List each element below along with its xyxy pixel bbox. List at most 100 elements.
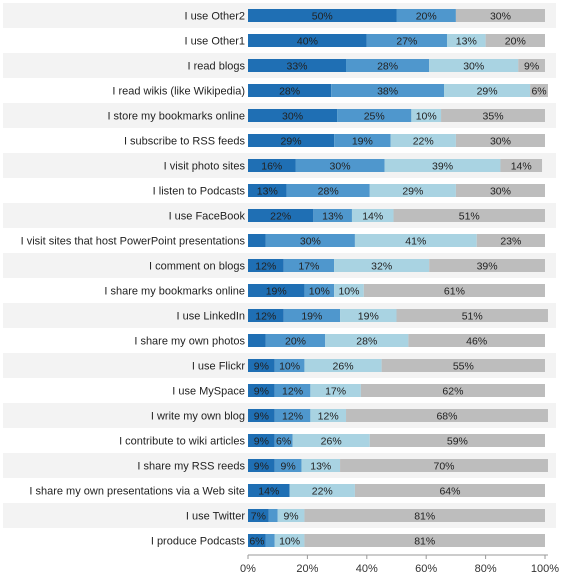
x-axis: 0% 20% 40% 60% 80% 100% bbox=[240, 554, 559, 575]
bar-segment bbox=[354, 484, 545, 497]
data-label: 29% bbox=[402, 186, 423, 198]
bar-segment bbox=[295, 159, 385, 172]
bar-segment bbox=[248, 59, 347, 72]
data-label: 9% bbox=[281, 461, 296, 473]
data-label: 12% bbox=[318, 411, 339, 423]
data-label: 9% bbox=[254, 361, 269, 373]
bar-segment bbox=[248, 159, 296, 172]
data-label: 19% bbox=[301, 311, 322, 323]
bar-segment bbox=[248, 209, 314, 222]
bar-segment bbox=[248, 459, 275, 472]
bar-segment bbox=[363, 284, 545, 297]
data-label: 26% bbox=[333, 361, 354, 373]
x-tick-label: 40% bbox=[356, 563, 378, 575]
data-label: 28% bbox=[356, 336, 377, 348]
bar-segment bbox=[286, 184, 370, 197]
data-label: 14% bbox=[258, 486, 279, 498]
data-label: 6% bbox=[249, 536, 264, 548]
x-tick-label: 60% bbox=[415, 563, 437, 575]
data-label: 6% bbox=[276, 436, 291, 448]
bar-segment bbox=[248, 534, 266, 547]
data-label: 19% bbox=[266, 286, 287, 298]
data-label: 6% bbox=[531, 86, 546, 98]
data-label: 7% bbox=[251, 511, 266, 523]
bar-segment bbox=[366, 34, 447, 47]
data-label: 10% bbox=[279, 361, 300, 373]
data-label: 51% bbox=[459, 211, 480, 223]
data-label: 39% bbox=[477, 261, 498, 273]
data-label: 33% bbox=[286, 61, 307, 73]
bar-segment bbox=[429, 259, 545, 272]
category-label: I comment on blogs bbox=[149, 261, 245, 273]
bar-segment bbox=[274, 434, 293, 447]
data-label: 28% bbox=[279, 86, 300, 98]
bar-segment bbox=[346, 409, 548, 422]
data-label: 23% bbox=[500, 236, 521, 248]
data-label: 30% bbox=[490, 186, 511, 198]
data-label: 17% bbox=[325, 386, 346, 398]
data-label: 13% bbox=[456, 36, 477, 48]
bar-segment bbox=[248, 359, 275, 372]
bar-segment bbox=[396, 9, 456, 22]
data-label: 9% bbox=[254, 436, 269, 448]
data-label: 14% bbox=[362, 211, 383, 223]
bar-segment bbox=[429, 59, 519, 72]
data-label: 20% bbox=[505, 36, 526, 48]
data-label: 9% bbox=[254, 386, 269, 398]
data-label: 17% bbox=[298, 261, 319, 273]
bar-segment bbox=[390, 134, 456, 147]
data-label: 62% bbox=[442, 386, 463, 398]
data-label: 46% bbox=[466, 336, 487, 348]
data-label: 14% bbox=[511, 161, 532, 173]
bar-segment bbox=[485, 34, 545, 47]
bar-segment bbox=[274, 359, 305, 372]
bar-segment bbox=[340, 459, 548, 472]
bar-segment bbox=[340, 309, 397, 322]
data-label: 35% bbox=[483, 111, 504, 123]
data-label: 13% bbox=[257, 186, 278, 198]
bar-segment bbox=[384, 159, 501, 172]
bar-segment bbox=[248, 109, 338, 122]
category-label: I read blogs bbox=[188, 61, 246, 73]
data-label: 9% bbox=[524, 61, 539, 73]
data-label: 30% bbox=[490, 11, 511, 23]
data-label: 41% bbox=[405, 236, 426, 248]
data-label: 12% bbox=[255, 261, 276, 273]
bar-segment bbox=[313, 209, 352, 222]
data-label: 10% bbox=[338, 286, 359, 298]
bar-segment bbox=[530, 84, 548, 97]
x-tick-label: 20% bbox=[296, 563, 318, 575]
data-label: 32% bbox=[371, 261, 392, 273]
data-label: 16% bbox=[261, 161, 282, 173]
bar-segment bbox=[304, 509, 545, 522]
bar-segment bbox=[304, 359, 382, 372]
data-label: 68% bbox=[436, 411, 457, 423]
data-label: 9% bbox=[254, 411, 269, 423]
bar-segment bbox=[265, 534, 275, 547]
bar-segment bbox=[500, 159, 543, 172]
bar-segment bbox=[248, 509, 269, 522]
data-label: 30% bbox=[463, 61, 484, 73]
data-label: 28% bbox=[377, 61, 398, 73]
category-label: I use MySpace bbox=[172, 386, 245, 398]
bar-segment bbox=[346, 59, 430, 72]
bar-segment bbox=[351, 209, 394, 222]
bar-segment bbox=[292, 434, 370, 447]
bar-segment bbox=[265, 334, 326, 347]
bar-segment bbox=[369, 184, 456, 197]
data-label: 13% bbox=[310, 461, 331, 473]
category-labels: I use Other2 I use Other1 I read blogs I re… bbox=[21, 11, 246, 548]
x-tick-label: 80% bbox=[475, 563, 497, 575]
bar-segment bbox=[381, 359, 545, 372]
bar-segment bbox=[304, 284, 335, 297]
bar-segment bbox=[248, 34, 367, 47]
category-label: I share my RSS reeds bbox=[137, 461, 245, 473]
bar-segment bbox=[283, 259, 335, 272]
bar-segment bbox=[455, 184, 545, 197]
data-label: 26% bbox=[321, 436, 342, 448]
category-label: I store my bookmarks online bbox=[107, 111, 245, 123]
category-label: I visit sites that host PowerPoint prese… bbox=[21, 236, 246, 248]
category-label: I contribute to wiki articles bbox=[119, 436, 245, 448]
bar-segment bbox=[248, 409, 275, 422]
